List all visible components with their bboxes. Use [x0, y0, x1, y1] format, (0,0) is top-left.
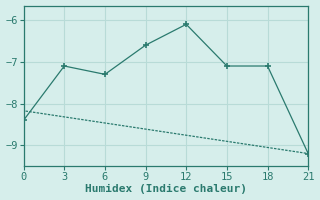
X-axis label: Humidex (Indice chaleur): Humidex (Indice chaleur) — [85, 184, 247, 194]
